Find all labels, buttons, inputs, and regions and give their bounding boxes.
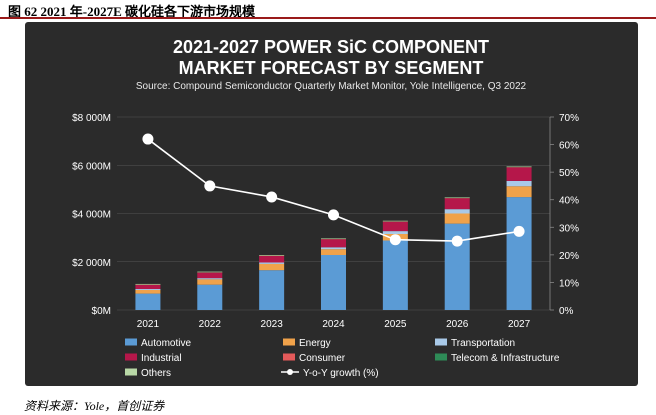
bar-segment-automotive — [135, 293, 161, 310]
growth-point — [204, 180, 216, 192]
legend-swatch — [125, 353, 137, 361]
y-right-tick-label: 70% — [559, 113, 579, 124]
source-note: 资料来源：Yole，首创证券 — [24, 399, 165, 413]
x-tick-label: 2021 — [137, 319, 160, 330]
y-left-tick-label: $0M — [92, 306, 111, 317]
growth-point — [142, 133, 154, 145]
y-left-tick-label: $2 000M — [72, 258, 111, 269]
x-tick-label: 2025 — [384, 319, 407, 330]
bar-segment-energy — [135, 289, 161, 294]
chart-axes: $0M $2 000M $4 000M $6 000M $8 000M 0% 10% 20% 3… — [72, 113, 579, 330]
growth-point — [266, 191, 278, 203]
legend-label: Consumer — [299, 353, 346, 364]
bar-segment-automotive — [197, 284, 223, 310]
y-right-tick-label: 60% — [559, 141, 579, 152]
legend-label: Energy — [299, 338, 331, 349]
growth-point — [389, 234, 401, 246]
y-right-tick-label: 30% — [559, 223, 579, 234]
bar-segment-automotive — [382, 240, 408, 310]
bar-segment-industrial — [506, 167, 532, 181]
bar-segment-industrial — [259, 255, 285, 263]
legend-swatch — [283, 353, 295, 361]
legend-label: Telecom & Infrastructure — [451, 353, 560, 364]
legend-swatch — [125, 338, 137, 346]
bar-segment-transportation — [259, 262, 285, 264]
chart-panel: 2021-2027 POWER SiC COMPONENT MARKET FOR… — [25, 22, 638, 386]
x-tick-label: 2024 — [322, 319, 345, 330]
growth-point — [328, 209, 339, 221]
bar-segment-energy — [321, 249, 346, 255]
y-right-tick-label: 20% — [559, 251, 579, 262]
legend-label: Industrial — [141, 353, 182, 364]
bar-segment-others — [321, 238, 346, 239]
bar-segment-others — [259, 254, 285, 256]
y-left-tick-label: $6 000M — [72, 161, 111, 172]
chart-title-line1: 2021-2027 POWER SiC COMPONENT — [173, 37, 489, 57]
bar-segment-automotive — [321, 254, 346, 310]
chart-subtitle: Source: Compound Semiconductor Quarterly… — [136, 81, 527, 92]
figure-caption: 图 62 2021 年-2027E 碳化硅各下游市场规模 — [8, 4, 256, 19]
bar-segment-transportation — [197, 278, 223, 280]
legend-label: Automotive — [141, 338, 191, 349]
bar-segment-industrial — [382, 221, 408, 232]
bar-segment-industrial — [135, 284, 161, 290]
y-right-tick-label: 40% — [559, 196, 579, 207]
bar-segment-industrial — [197, 272, 223, 279]
legend-swatch — [435, 353, 447, 361]
bar-segment-transportation — [135, 289, 161, 290]
bar-segment-energy — [259, 263, 285, 271]
bar-segment-industrial — [321, 239, 346, 248]
y-right-tick-label: 50% — [559, 168, 579, 179]
y-right-tick-label: 0% — [559, 306, 574, 317]
bar-segment-transportation — [321, 247, 346, 250]
legend-label: Y-o-Y growth (%) — [303, 368, 379, 379]
bar-segment-others — [135, 283, 161, 285]
bar-segment-transportation — [444, 209, 470, 214]
bar-segment-automotive — [506, 197, 532, 310]
chart-svg: 2021-2027 POWER SiC COMPONENT MARKET FOR… — [72, 37, 579, 379]
y-left-tick-label: $8 000M — [72, 113, 111, 124]
legend-swatch — [283, 338, 295, 346]
bar-segment-others — [506, 166, 532, 167]
bar-segment-automotive — [259, 270, 285, 310]
chart-growth-line — [142, 133, 525, 247]
bar-segment-transportation — [506, 180, 532, 187]
growth-point — [513, 225, 525, 237]
caption-rule — [0, 17, 656, 19]
bar-segment-transportation — [382, 231, 408, 235]
chart-legend: Automotive Energy Transportation Industrial… — [125, 338, 560, 379]
bar-segment-energy — [197, 279, 223, 285]
x-tick-label: 2023 — [261, 319, 284, 330]
bar-segment-industrial — [444, 198, 470, 210]
bar-segment-others — [197, 271, 223, 273]
x-tick-label: 2026 — [446, 319, 469, 330]
legend-label: Transportation — [451, 338, 515, 349]
bar-segment-energy — [444, 213, 470, 224]
y-left-tick-label: $4 000M — [72, 210, 111, 221]
chart-bars — [135, 166, 532, 310]
growth-point — [451, 235, 463, 247]
bar-segment-others — [444, 197, 470, 198]
legend-label: Others — [141, 368, 171, 379]
bar-segment-others — [382, 220, 408, 222]
legend-swatch — [125, 368, 137, 376]
chart-title-line2: MARKET FORECAST BY SEGMENT — [179, 58, 484, 78]
legend-dot-swatch — [287, 369, 293, 375]
bar-segment-energy — [506, 186, 532, 198]
x-tick-label: 2022 — [199, 319, 222, 330]
legend-swatch — [435, 338, 447, 346]
y-right-tick-label: 10% — [559, 278, 579, 289]
x-tick-label: 2027 — [508, 319, 531, 330]
